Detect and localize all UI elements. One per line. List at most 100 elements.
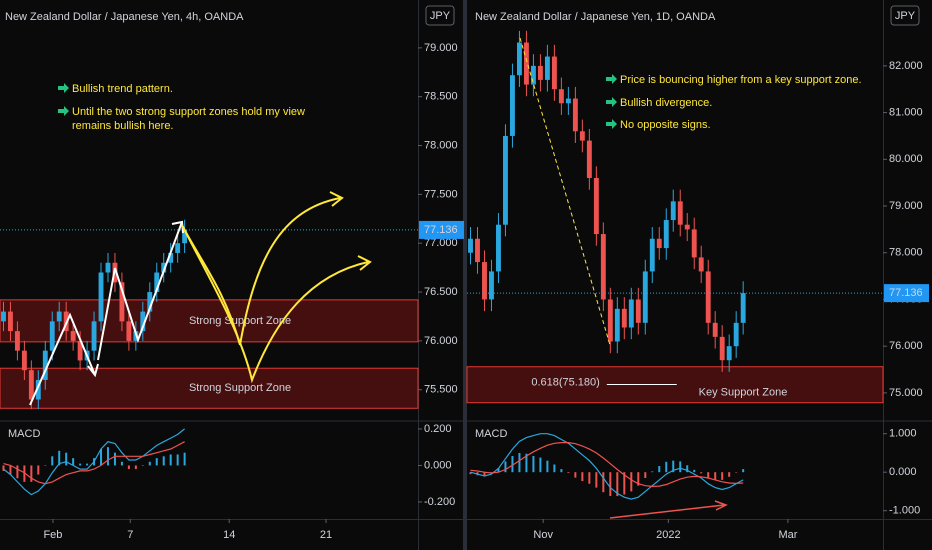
histogram-bar [602, 472, 605, 493]
y-tick-label: 78.500 [424, 91, 458, 103]
candle-body [663, 220, 669, 249]
y-tick-label: 1.000 [889, 428, 917, 440]
candle-body [523, 42, 529, 85]
y-tick-label: 0.000 [424, 459, 452, 471]
x-tick-label: Feb [43, 529, 62, 541]
histogram-bar [44, 465, 47, 466]
candle-body [677, 201, 683, 225]
candle-body [579, 131, 585, 141]
bullet-icon [58, 83, 69, 93]
drawings [29, 37, 728, 519]
candle-body [621, 308, 627, 328]
candle-body [537, 65, 543, 80]
histogram-bar [100, 449, 103, 466]
y-tick-label: 0.000 [889, 466, 917, 478]
histogram-bar [155, 458, 158, 466]
y-tick-label: -1.000 [889, 505, 920, 517]
last-price-label: 77.136 [424, 224, 458, 236]
candle-body [28, 370, 34, 400]
candle-body [475, 238, 480, 263]
candle-body [42, 350, 48, 380]
histogram-bar [658, 466, 661, 473]
candle-body [126, 321, 132, 341]
histogram-bar [574, 472, 577, 478]
projection-arrow [181, 224, 372, 384]
candle-body [175, 243, 181, 253]
histogram-bar [686, 465, 689, 473]
histogram-bar [72, 458, 75, 466]
candle-body [607, 299, 613, 342]
candle-body [670, 201, 676, 221]
histogram-bar [609, 472, 612, 497]
y-tick-label: 82.000 [889, 60, 923, 72]
candle-body [147, 292, 153, 312]
chart-title: New Zealand Dollar / Japanese Yen, 1D, O… [475, 11, 716, 23]
histogram-bar [693, 469, 696, 473]
histogram-bar [672, 460, 675, 473]
histogram-bar [162, 456, 165, 466]
candle-body [635, 299, 641, 323]
plot-layer: 75.500 76.000 76.500 77.000 77.500 78.000 78.5… [0, 30, 929, 541]
candle-body [586, 140, 592, 178]
y-tick-label: 76.000 [889, 340, 923, 352]
histogram-bar [65, 452, 68, 466]
candle-body [119, 282, 125, 322]
y-tick-label: -0.200 [424, 496, 455, 508]
histogram-bar [567, 472, 570, 473]
y-tick-label: 76.500 [424, 286, 458, 298]
candle-body [691, 229, 697, 258]
histogram-bar [511, 456, 514, 473]
x-tick-label: Nov [533, 529, 553, 541]
candle-body [168, 252, 174, 263]
histogram-bar [9, 465, 12, 475]
histogram-bar [79, 463, 82, 466]
zone-label: Strong Support Zone [189, 315, 291, 327]
histogram-bar [127, 465, 130, 470]
histogram-bar [16, 465, 19, 479]
candle-body [21, 350, 27, 371]
candle-body [642, 271, 648, 323]
histogram-bar [616, 472, 619, 497]
last-price-box [884, 284, 929, 303]
histogram-bar [623, 472, 626, 495]
histogram-bar [518, 452, 521, 473]
annotation: Price is bouncing higher from a key supp… [620, 74, 862, 86]
candle-body [14, 331, 20, 351]
indicator-label: MACD [8, 428, 40, 440]
histogram-bar [2, 465, 5, 471]
candle-body [712, 322, 718, 337]
histogram-bar [728, 472, 731, 477]
candle-body [91, 321, 97, 351]
support-zone [0, 299, 419, 343]
candle-body [551, 56, 557, 90]
annotation: remains bullish here. [72, 120, 174, 132]
candle-body [182, 229, 188, 244]
histogram-bar [169, 454, 172, 466]
histogram-bar [721, 472, 724, 480]
bullet-icon [58, 106, 69, 116]
histogram-bar [581, 472, 584, 482]
candle-body [161, 262, 167, 273]
candle-body [698, 257, 704, 272]
histogram-bar [539, 457, 542, 473]
x-tick-label: 14 [223, 529, 235, 541]
histogram-bar [742, 469, 745, 473]
histogram-bar [532, 456, 535, 473]
y-tick-label: 77.500 [424, 188, 458, 200]
bullet-icon [606, 74, 617, 84]
y-tick-label: 81.000 [889, 106, 923, 118]
trend-arrow [97, 220, 184, 361]
histogram-bar [37, 465, 40, 475]
histogram-bar [637, 472, 640, 486]
candle-body [614, 308, 620, 342]
histogram-bar [679, 461, 682, 473]
y-tick-label: 78.000 [424, 139, 458, 151]
histogram-bar [23, 465, 26, 482]
candle-body [509, 75, 515, 136]
x-tick-label: 7 [127, 529, 133, 541]
bullets [58, 74, 617, 129]
candle-body [649, 238, 655, 272]
projection-arrow [181, 191, 344, 346]
candle-body [8, 311, 13, 332]
